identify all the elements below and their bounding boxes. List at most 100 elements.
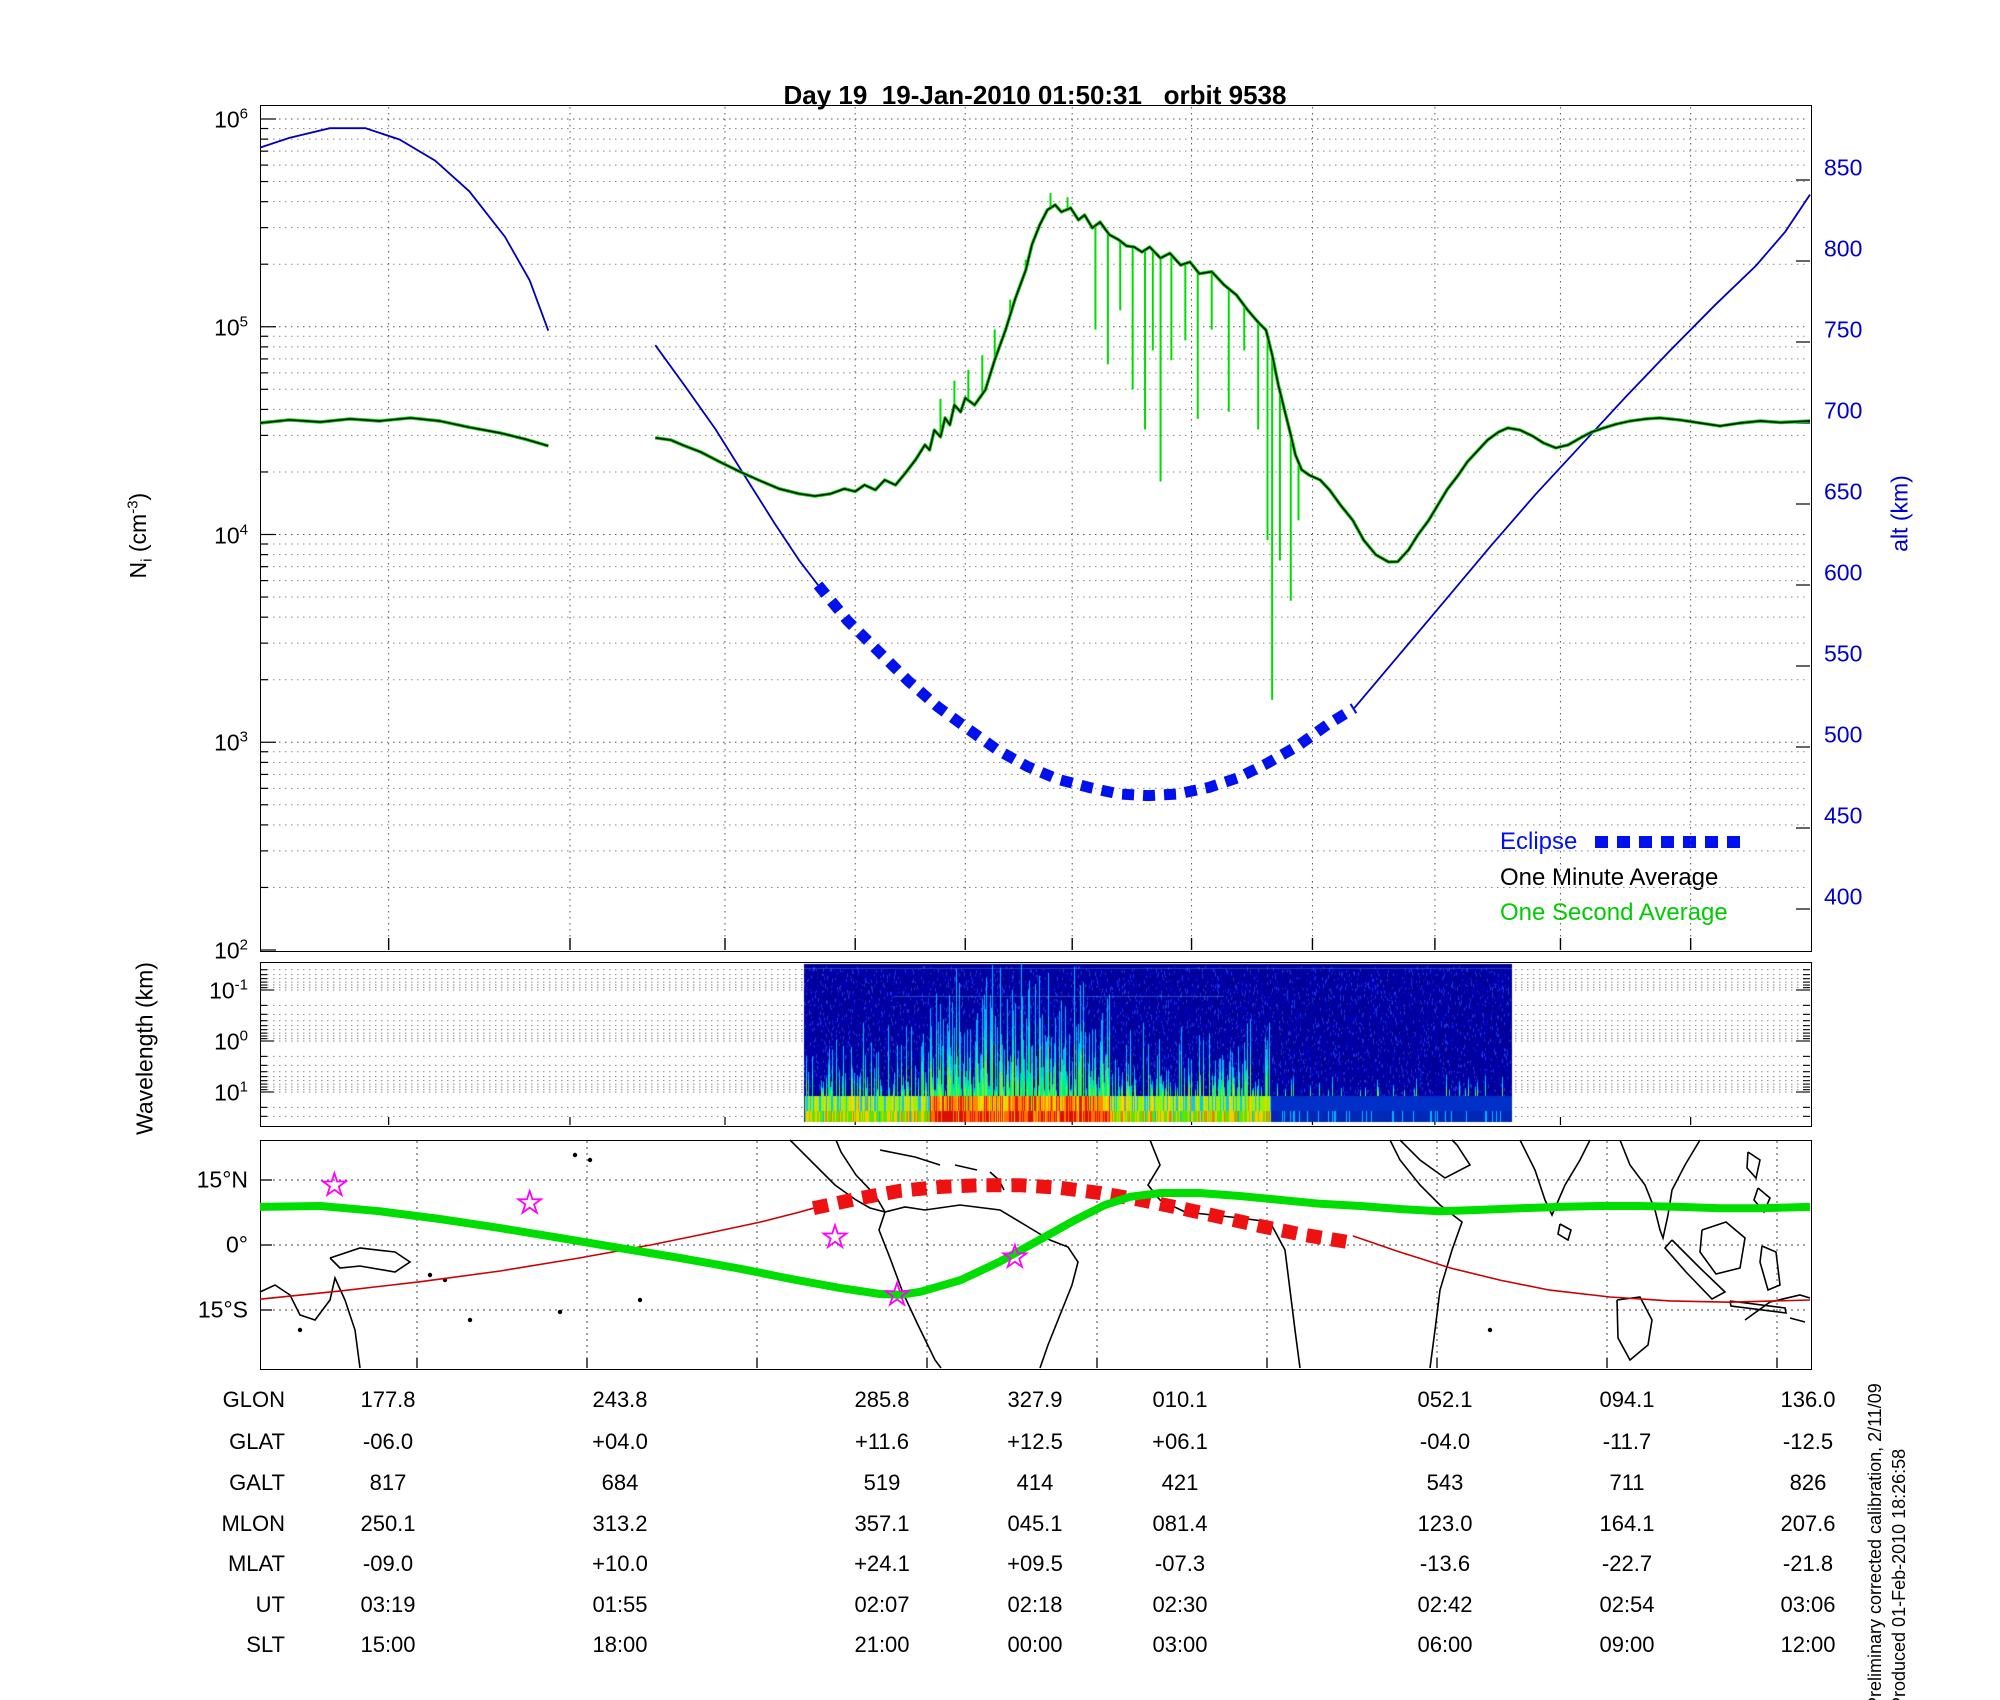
table-cell: 519 [863,1470,901,1495]
table-cell: 357.1 [854,1511,910,1536]
table-cell: 826 [1789,1470,1827,1495]
table-cell: 03:00 [1152,1632,1208,1657]
table-row-label: GLAT [229,1429,285,1454]
altitude-tick-label: 850 [1824,154,1863,181]
legend-one-second: One Second Average [1500,901,1728,925]
table-cell: 045.1 [1007,1511,1063,1536]
table-row-label: MLAT [227,1551,285,1576]
table-cell: 285.8 [854,1387,910,1412]
density-altitude-panel [260,105,1812,952]
legend-one-minute: One Minute Average [1500,866,1718,890]
table-cell: 327.9 [1007,1387,1063,1412]
altitude-tick-label: 600 [1824,559,1863,586]
table-cell: 421 [1161,1470,1199,1495]
table-row-label: SLT [246,1632,285,1657]
altitude-curve [654,344,819,586]
altitude-eclipse-dashed [813,581,1358,802]
table-row-label: GLON [222,1387,285,1412]
table-cell: 052.1 [1417,1387,1473,1412]
table-cell: 09:00 [1599,1632,1655,1657]
table-cell: -13.6 [1419,1551,1471,1576]
table-cell: 123.0 [1417,1511,1473,1536]
table-cell: +11.6 [854,1429,910,1454]
table-row-label: GALT [229,1470,285,1495]
table-cell: 02:30 [1152,1592,1208,1617]
table-cell: 03:06 [1780,1592,1836,1617]
wavelength-tick-label: 100 [214,1027,248,1055]
altitude-tick-label: 700 [1824,397,1863,424]
legend-one-second-label: One Second Average [1500,899,1728,926]
table-cell: +06.1 [1152,1429,1208,1454]
spectrogram-canvas [260,962,1810,1125]
one-second-average-curve [259,416,549,448]
table-cell: 684 [601,1470,639,1495]
map-lat-label: 0° [226,1231,248,1258]
table-cell: 00:00 [1007,1632,1063,1657]
density-tick-label: 102 [214,936,248,964]
table-cell: 18:00 [592,1632,648,1657]
table-cell: 02:54 [1599,1592,1655,1617]
wavelength-tick-label: 10-1 [209,976,248,1004]
legend-eclipse-swatch [1595,836,1750,848]
table-cell: +12.5 [1007,1429,1063,1454]
table-cell: +09.5 [1007,1551,1063,1576]
table-cell: 12:00 [1780,1632,1836,1657]
table-cell: 01:55 [592,1592,648,1617]
table-cell: 543 [1426,1470,1464,1495]
table-cell: 03:19 [360,1592,416,1617]
map-lat-label: 15°S [197,1296,248,1323]
density-tick-label: 104 [214,521,248,548]
table-row-label: UT [255,1592,285,1617]
one-minute-average-curve [655,204,1811,563]
table-cell: 02:07 [854,1592,910,1617]
altitude-tick-label: 750 [1824,316,1863,343]
altitude-tick-label: 450 [1824,802,1863,829]
table-cell: 817 [369,1470,407,1495]
legend-one-minute-label: One Minute Average [1500,864,1719,891]
table-cell: -07.3 [1154,1551,1206,1576]
table-cell: 207.6 [1780,1511,1836,1536]
table-cell: 081.4 [1152,1511,1208,1536]
map-lat-label: 15°N [196,1166,248,1193]
table-cell: 06:00 [1417,1632,1473,1657]
table-cell: 15:00 [360,1632,416,1657]
table-cell: +10.0 [592,1551,648,1576]
table-cell: 136.0 [1780,1387,1836,1412]
wavelength-tick-label: 101 [214,1078,248,1106]
table-cell: 010.1 [1152,1387,1208,1412]
table-row-label: MLON [221,1511,285,1536]
altitude-curve [1353,194,1811,709]
one-minute-average-curve [259,417,549,447]
table-cell: 094.1 [1599,1387,1655,1412]
table-cell: 711 [1609,1470,1645,1495]
altitude-tick-label: 400 [1824,883,1863,910]
legend-eclipse: Eclipse [1500,830,1751,854]
density-tick-label: 103 [214,728,248,756]
altitude-tick-label: 650 [1824,478,1863,505]
table-cell: 21:00 [854,1632,910,1657]
table-cell: 02:18 [1007,1592,1063,1617]
table-cell: +24.1 [854,1551,910,1576]
table-cell: +04.0 [592,1429,648,1454]
table-cell: -09.0 [362,1551,414,1576]
legend-eclipse-label: Eclipse [1500,828,1578,855]
table-cell: 243.8 [592,1387,648,1412]
density-tick-label: 105 [214,313,248,341]
table-cell: -06.0 [362,1429,414,1454]
table-cell: 177.8 [360,1387,416,1412]
altitude-tick-label: 550 [1824,640,1863,667]
table-cell: -04.0 [1419,1429,1471,1454]
table-cell: 02:42 [1417,1592,1473,1617]
table-cell: -22.7 [1601,1551,1653,1576]
altitude-curve [259,127,550,332]
table-cell: 414 [1016,1470,1054,1495]
table-cell: -21.8 [1782,1551,1834,1576]
table-cell: -12.5 [1782,1429,1834,1454]
table-cell: 164.1 [1599,1511,1655,1536]
density-tick-label: 106 [214,105,248,133]
table-cell: 250.1 [360,1511,416,1536]
one-second-average-curve [655,203,1811,564]
table-cell: 313.2 [592,1511,648,1536]
